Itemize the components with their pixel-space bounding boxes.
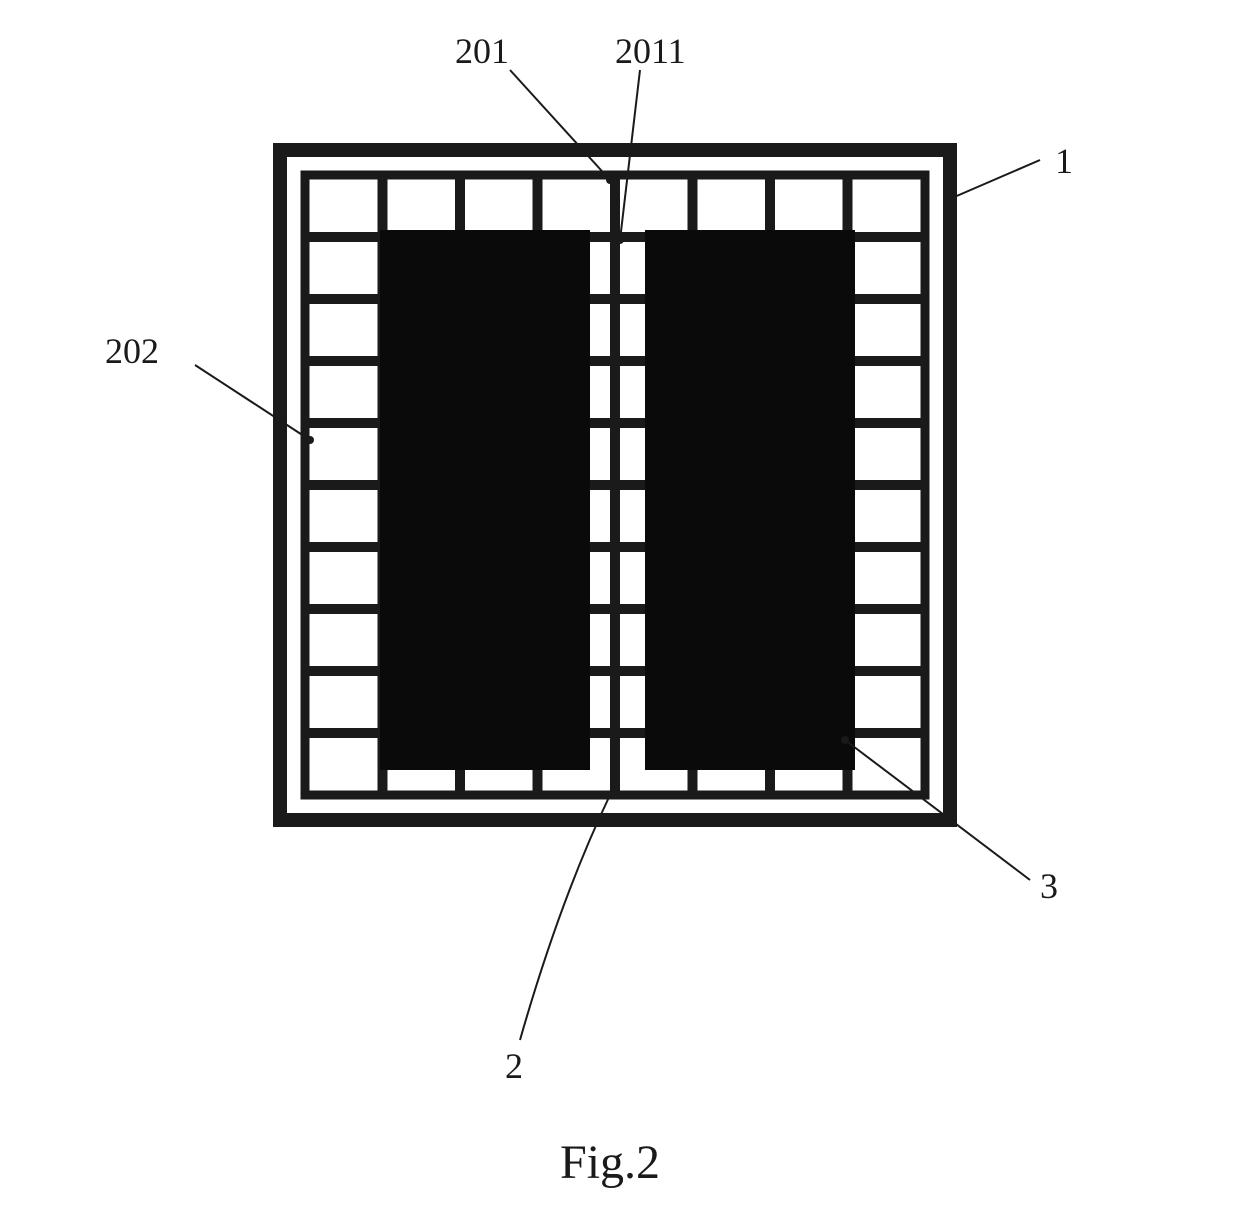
label-201: 201	[455, 30, 509, 72]
diagram-svg	[0, 0, 1240, 1227]
leader-dot-201	[606, 176, 614, 184]
label-3: 3	[1040, 865, 1058, 907]
leader-dot-2	[606, 791, 614, 799]
leader-2	[520, 795, 610, 1040]
leader-1	[952, 160, 1040, 198]
leader-dot-2011	[616, 236, 624, 244]
figure-caption: Fig.2	[560, 1135, 660, 1190]
label-202: 202	[105, 330, 159, 372]
figure-stage: 201 2011 1 202 3 2 Fig.2	[0, 0, 1240, 1227]
leader-202	[195, 365, 310, 440]
leader-201	[510, 70, 610, 180]
leader-dot-3	[841, 736, 849, 744]
leader-dot-1	[948, 194, 956, 202]
label-2: 2	[505, 1045, 523, 1087]
label-2011: 2011	[615, 30, 686, 72]
block-right	[645, 230, 855, 770]
label-1: 1	[1055, 140, 1073, 182]
block-left	[380, 230, 590, 770]
leader-dot-202	[306, 436, 314, 444]
leader-3	[845, 740, 1030, 880]
